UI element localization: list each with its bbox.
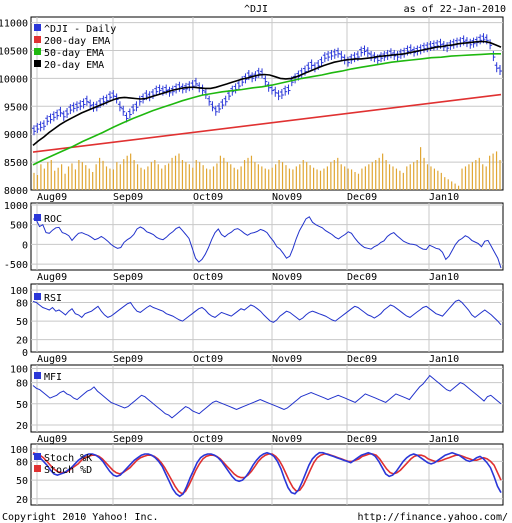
y-tick-label: 0 <box>22 240 28 251</box>
rsi-line <box>32 299 502 326</box>
month-label: Aug09 <box>37 272 67 283</box>
legend-label: Stoch %D <box>44 465 92 476</box>
y-tick-label: 100 <box>10 286 28 297</box>
legend-label: 20-day EMA <box>44 60 104 71</box>
month-label: Jan10 <box>429 354 459 365</box>
y-tick-label: 100 <box>10 365 28 376</box>
month-label: Aug09 <box>37 434 67 445</box>
month-label: Sep09 <box>113 434 143 445</box>
y-tick-label: 20 <box>16 336 28 347</box>
y-tick-label: -500 <box>4 260 28 271</box>
month-label: Oct09 <box>193 272 223 283</box>
y-tick-label: 500 <box>10 221 28 232</box>
rsi-panel: 100 80 50 200 RSI <box>10 283 504 359</box>
month-label: Dec09 <box>347 272 377 283</box>
y-tick-label: 100 <box>10 445 28 456</box>
mfi-line <box>32 374 502 419</box>
legend-label: MFI <box>44 372 62 383</box>
mfi-panel: 100 80 50 20 MFI <box>10 364 504 433</box>
y-tick-label: 20 <box>16 421 28 432</box>
y-tick-label: 0 <box>22 348 28 359</box>
y-tick-label: 11000 <box>0 19 28 30</box>
roc-panel: 1000 500 0 -500 ROC <box>4 201 504 271</box>
month-label: Dec09 <box>347 434 377 445</box>
y-tick-label: 9500 <box>4 102 28 113</box>
ema50-line <box>32 52 501 166</box>
legend-swatch <box>34 48 41 55</box>
y-tick-label: 10500 <box>0 46 28 57</box>
legend-swatch <box>34 465 41 472</box>
y-tick-label: 1000 <box>4 201 28 212</box>
month-label: Jan10 <box>429 434 459 445</box>
legend-swatch <box>34 293 41 300</box>
legend-label: ^DJI - Daily <box>44 24 116 35</box>
date-label: as of 22-Jan-2010 <box>404 4 506 15</box>
legend-label: Stoch %K <box>44 453 92 464</box>
y-tick-label: 50 <box>16 317 28 328</box>
ema200-line <box>32 93 502 153</box>
legend-label: RSI <box>44 293 62 304</box>
month-label: Oct09 <box>193 354 223 365</box>
y-tick-label: 20 <box>16 495 28 506</box>
month-label: Sep09 <box>113 272 143 283</box>
legend-label: ROC <box>44 214 62 225</box>
y-tick-label: 50 <box>16 400 28 411</box>
y-tick-label: 8500 <box>4 158 28 169</box>
copyright-text: Copyright 2010 Yahoo! Inc. <box>2 512 159 523</box>
month-label: Dec09 <box>347 192 377 203</box>
month-label: Sep09 <box>113 192 143 203</box>
source-url: http://finance.yahoo.com/ <box>357 512 508 523</box>
legend-swatch <box>34 453 41 460</box>
y-tick-label: 10000 <box>0 74 28 85</box>
y-tick-label: 80 <box>16 457 28 468</box>
y-tick-label: 50 <box>16 476 28 487</box>
month-label: Nov09 <box>272 434 302 445</box>
legend-swatch <box>34 372 41 379</box>
month-label: Oct09 <box>193 434 223 445</box>
ema20-line <box>32 40 502 147</box>
month-label: Aug09 <box>37 354 67 365</box>
y-tick-label: 9000 <box>4 130 28 141</box>
month-label: Sep09 <box>113 354 143 365</box>
legend-swatch <box>34 214 41 221</box>
month-label: Oct09 <box>193 192 223 203</box>
legend-swatch <box>34 60 41 67</box>
y-tick-label: 80 <box>16 379 28 390</box>
chart-title: ^DJI <box>244 4 268 15</box>
y-tick-label: 8000 <box>4 186 28 197</box>
legend-swatch <box>34 24 41 31</box>
legend-swatch <box>34 36 41 43</box>
month-label: Nov09 <box>272 354 302 365</box>
roc-panel-frame <box>30 202 504 271</box>
month-label: Jan10 <box>429 192 459 203</box>
month-label: Aug09 <box>37 192 67 203</box>
price-panel: 11000 10500 10000 9500 9000 8500 8000 ^DJI - Da… <box>0 16 504 197</box>
mfi-panel-frame <box>30 364 504 433</box>
month-label: Dec09 <box>347 354 377 365</box>
legend-label: 50-day EMA <box>44 48 104 59</box>
month-label: Jan10 <box>429 272 459 283</box>
y-tick-label: 80 <box>16 299 28 310</box>
month-label: Nov09 <box>272 192 302 203</box>
legend-label: 200-day EMA <box>44 36 110 47</box>
month-label: Nov09 <box>272 272 302 283</box>
roc-line <box>32 216 502 269</box>
stoch-k-line <box>32 451 502 498</box>
stoch-d-line <box>32 451 502 495</box>
